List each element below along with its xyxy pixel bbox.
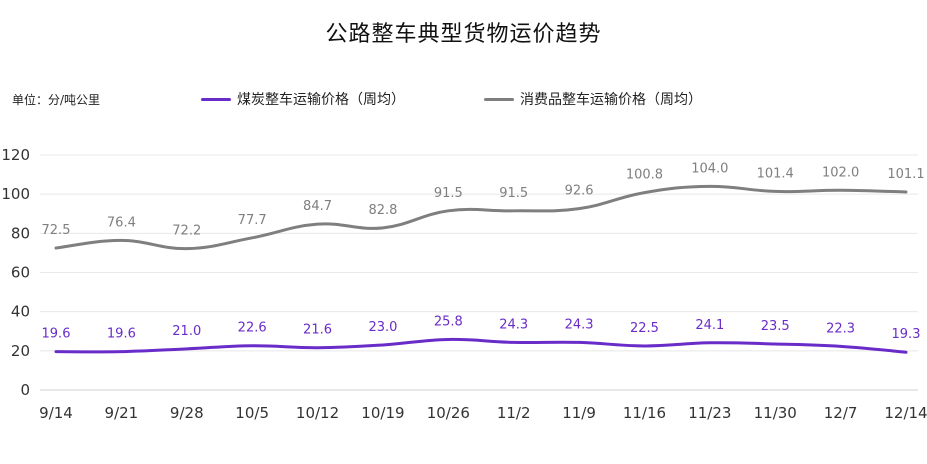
data-label-coal: 23.5 [761,319,790,334]
x-tick-label: 11/30 [754,404,797,422]
data-label-coal: 19.6 [42,327,71,342]
legend-swatch-coal [201,97,231,101]
y-tick-label: 40 [11,303,30,321]
x-tick-label: 9/21 [105,404,139,422]
legend-item-coal: 煤炭整车运输价格（周均） [201,89,405,109]
data-label-consumer: 100.8 [626,168,663,183]
data-label-consumer: 76.4 [107,215,136,230]
chart-title: 公路整车典型货物运价趋势 [325,22,602,47]
x-tick-label: 12/7 [824,404,858,422]
y-tick-label: 20 [11,342,30,360]
y-tick-label: 60 [11,264,30,282]
legend-label-coal: 煤炭整车运输价格（周均） [237,92,405,108]
data-label-coal: 19.3 [892,327,921,342]
x-tick-label: 10/19 [361,404,404,422]
data-label-coal: 22.5 [630,321,659,336]
x-tick-label: 10/26 [427,404,470,422]
series-line-coal [54,337,908,354]
data-label-consumer: 101.4 [757,166,794,181]
data-label-coal: 19.6 [107,327,136,342]
data-label-consumer: 92.6 [565,184,594,199]
data-label-coal: 23.0 [368,320,397,335]
y-tick-label: 80 [11,224,30,242]
unit-label: 单位：分/吨公里 [12,93,101,107]
x-tick-label: 11/2 [497,404,531,422]
x-tick-label: 11/9 [562,404,596,422]
data-label-consumer: 104.0 [691,161,728,176]
data-label-consumer: 91.5 [434,186,463,201]
x-tick-label: 10/5 [235,404,269,422]
data-label-consumer: 72.2 [172,224,201,239]
data-label-consumer: 91.5 [499,186,528,201]
data-label-consumer: 82.8 [368,203,397,218]
legend-swatch-consumer [484,97,514,101]
data-label-coal: 24.3 [499,317,528,332]
data-label-coal: 21.0 [172,324,201,339]
x-tick-label: 12/14 [884,404,927,422]
data-label-consumer: 84.7 [303,199,332,214]
data-label-consumer: 72.5 [42,223,71,238]
data-label-coal: 24.1 [695,318,724,333]
x-tick-label: 10/12 [296,404,339,422]
data-label-consumer: 102.0 [822,165,859,180]
y-tick-label: 120 [1,146,30,164]
legend-label-consumer: 消费品整车运输价格（周均） [520,92,702,108]
y-tick-label: 100 [1,185,30,203]
data-label-coal: 22.3 [826,321,855,336]
data-label-consumer: 101.1 [887,167,924,182]
legend-item-consumer: 消费品整车运输价格（周均） [484,89,702,109]
data-label-coal: 21.6 [303,323,332,338]
x-tick-label: 11/23 [688,404,731,422]
series-line-consumer [54,184,908,251]
x-tick-label: 11/16 [623,404,666,422]
data-label-coal: 25.8 [434,314,463,329]
data-label-consumer: 77.7 [238,213,267,228]
data-label-coal: 22.6 [238,321,267,336]
data-label-coal: 24.3 [565,317,594,332]
x-tick-label: 9/14 [39,404,73,422]
y-tick-label: 0 [20,381,30,399]
x-tick-label: 9/28 [170,404,204,422]
